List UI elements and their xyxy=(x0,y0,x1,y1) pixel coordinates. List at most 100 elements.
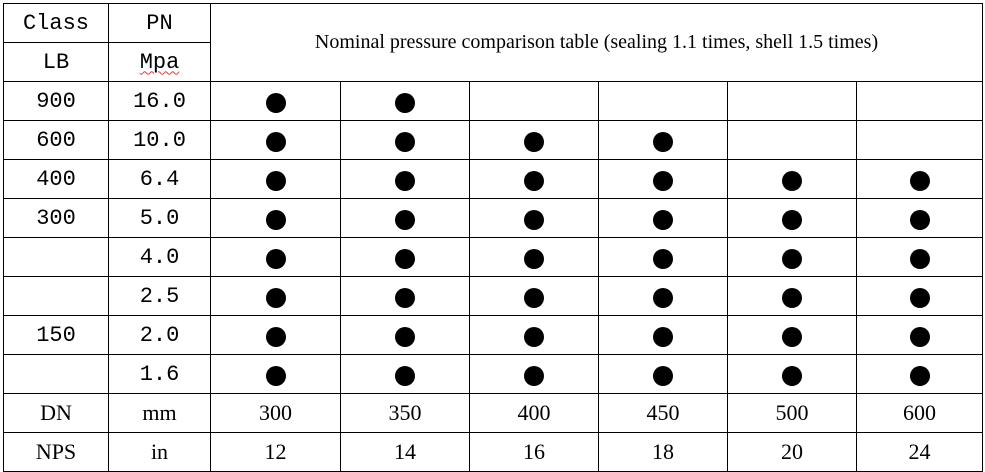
mark-cell xyxy=(855,120,984,160)
class-header: Class xyxy=(3,3,109,43)
mark-cell xyxy=(598,198,728,238)
filled-circle-icon xyxy=(524,326,544,347)
header-row-1: Class PN Nominal pressure comparison tab… xyxy=(3,3,984,82)
pn-cell: 1.6 xyxy=(108,354,211,394)
filled-circle-icon xyxy=(782,326,802,347)
pressure-row: 150 2.0 xyxy=(3,315,984,355)
pressure-row: 1.6 xyxy=(3,354,984,394)
mark-cell xyxy=(727,354,857,394)
lb-header: LB xyxy=(3,42,109,82)
mark-cell xyxy=(340,120,470,160)
filled-circle-icon xyxy=(653,287,673,308)
filled-circle-icon xyxy=(909,170,930,191)
filled-circle-icon xyxy=(395,365,415,386)
filled-circle-icon xyxy=(782,248,802,269)
mark-cell xyxy=(210,315,341,355)
dn-label: DN xyxy=(3,393,109,433)
mark-cell xyxy=(210,237,341,277)
filled-circle-icon xyxy=(395,326,415,347)
mark-cell xyxy=(340,315,470,355)
pressure-row: 300 5.0 xyxy=(3,198,984,238)
filled-circle-icon xyxy=(782,209,802,230)
filled-circle-icon xyxy=(653,365,673,386)
filled-circle-icon xyxy=(395,92,415,113)
mark-cell xyxy=(210,120,341,160)
filled-circle-icon xyxy=(653,131,673,152)
pn-cell: 4.0 xyxy=(108,237,211,277)
mark-cell xyxy=(598,276,728,316)
mark-cell xyxy=(469,315,599,355)
mark-cell xyxy=(727,198,857,238)
pn-header: PN xyxy=(108,3,211,43)
pressure-comparison-table: Class PN Nominal pressure comparison tab… xyxy=(3,3,984,472)
dn-unit: mm xyxy=(108,393,211,433)
mpa-header: Mpa xyxy=(108,42,211,82)
filled-circle-icon xyxy=(909,287,930,308)
mark-cell xyxy=(210,354,341,394)
dn-value: 350 xyxy=(340,393,470,433)
mark-cell xyxy=(855,354,984,394)
filled-circle-icon xyxy=(395,170,415,191)
mark-cell xyxy=(340,198,470,238)
mark-cell xyxy=(598,159,728,199)
mark-cell xyxy=(469,81,599,121)
filled-circle-icon xyxy=(265,92,286,113)
filled-circle-icon xyxy=(782,365,802,386)
pn-cell: 5.0 xyxy=(108,198,211,238)
filled-circle-icon xyxy=(653,170,673,191)
filled-circle-icon xyxy=(653,248,673,269)
mark-cell xyxy=(598,354,728,394)
pressure-row: 400 6.4 xyxy=(3,159,984,199)
mark-cell xyxy=(210,198,341,238)
mark-cell xyxy=(855,198,984,238)
filled-circle-icon xyxy=(909,248,930,269)
dn-value: 400 xyxy=(469,393,599,433)
mark-cell xyxy=(469,237,599,277)
filled-circle-icon xyxy=(524,365,544,386)
dn-row: DN mm 300 350 400 450 500 600 xyxy=(3,393,984,433)
mark-cell xyxy=(727,159,857,199)
pn-cell: 2.0 xyxy=(108,315,211,355)
mark-cell xyxy=(727,120,857,160)
mark-cell xyxy=(598,237,728,277)
mark-cell xyxy=(598,120,728,160)
mark-cell xyxy=(469,120,599,160)
filled-circle-icon xyxy=(524,209,544,230)
nps-value: 24 xyxy=(855,432,984,472)
mark-cell xyxy=(727,315,857,355)
mark-cell xyxy=(340,159,470,199)
filled-circle-icon xyxy=(653,326,673,347)
lb-cell: 150 xyxy=(3,315,109,355)
filled-circle-icon xyxy=(395,287,415,308)
dn-value: 600 xyxy=(855,393,984,433)
dn-value: 450 xyxy=(598,393,728,433)
filled-circle-icon xyxy=(909,365,930,386)
pressure-row: 600 10.0 xyxy=(3,120,984,160)
header-row-2: LB Mpa xyxy=(3,42,983,82)
filled-circle-icon xyxy=(265,131,286,152)
pn-cell: 6.4 xyxy=(108,159,211,199)
mark-cell xyxy=(340,276,470,316)
lb-cell: 400 xyxy=(3,159,109,199)
lb-cell xyxy=(3,354,109,394)
filled-circle-icon xyxy=(265,170,286,191)
mark-cell xyxy=(855,315,984,355)
mark-cell xyxy=(469,276,599,316)
mark-cell xyxy=(340,354,470,394)
mark-cell xyxy=(210,276,341,316)
filled-circle-icon xyxy=(265,365,286,386)
mark-cell xyxy=(598,315,728,355)
pressure-row: 900 16.0 xyxy=(3,81,984,121)
mark-cell xyxy=(727,276,857,316)
mark-cell xyxy=(210,159,341,199)
mark-cell xyxy=(340,81,470,121)
dn-value: 300 xyxy=(210,393,341,433)
lb-cell: 600 xyxy=(3,120,109,160)
filled-circle-icon xyxy=(265,209,286,230)
pn-cell: 10.0 xyxy=(108,120,211,160)
pressure-row: 4.0 xyxy=(3,237,984,277)
pressure-row: 2.5 xyxy=(3,276,984,316)
mark-cell xyxy=(469,354,599,394)
lb-cell xyxy=(3,276,109,316)
filled-circle-icon xyxy=(909,209,930,230)
